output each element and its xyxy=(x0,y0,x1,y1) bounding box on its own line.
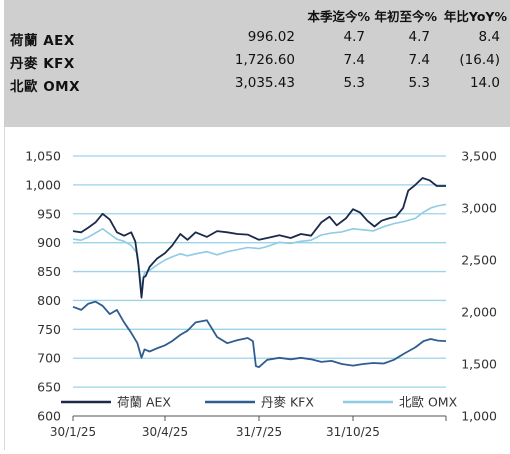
x-tick-label: 30/4/25 xyxy=(142,425,188,439)
index-value: 3,035.43 xyxy=(234,75,295,91)
x-axis: 30/1/25 30/4/25 31/7/25 31/10/25 xyxy=(50,415,447,439)
index-stats-table: 本季迄今% 年初至今% 年比YoY% 荷蘭 AEX 996.02 4.7 4.7… xyxy=(4,0,510,127)
y-left-tick-label: 900 xyxy=(37,235,61,250)
table-row: 荷蘭 AEX 996.02 4.7 4.7 8.4 xyxy=(4,29,510,51)
legend-label: 荷蘭 AEX xyxy=(117,395,171,410)
y-right-tick-label: 3,000 xyxy=(461,201,497,216)
header-qtd: 本季迄今% xyxy=(307,9,370,24)
right-axis-ticks: 3,500 3,000 2,500 2,000 1,500 1,000 xyxy=(461,149,497,424)
header-ytd: 年初至今% xyxy=(374,9,437,24)
index-value: 1,726.60 xyxy=(234,52,295,68)
y-left-tick-label: 700 xyxy=(37,351,61,366)
y-left-tick-label: 750 xyxy=(37,322,61,337)
index-value: 996.02 xyxy=(247,29,295,45)
header-yoy: 年比YoY% xyxy=(443,9,507,24)
line-chart: 1,050 1,000 950 900 850 800 750 700 650 600 3,500… xyxy=(25,149,497,440)
x-tick-label: 30/1/25 xyxy=(50,425,96,439)
y-left-tick-label: 950 xyxy=(37,206,61,221)
table-row: 北歐 OMX 3,035.43 5.3 5.3 14.0 xyxy=(4,75,510,97)
index-qtd: 7.4 xyxy=(343,52,365,68)
index-yoy: 14.0 xyxy=(469,75,500,91)
index-ytd: 4.7 xyxy=(408,29,430,45)
series-line xyxy=(72,300,447,368)
y-right-tick-label: 3,500 xyxy=(461,149,497,164)
index-qtd: 5.3 xyxy=(343,75,365,91)
index-ytd: 5.3 xyxy=(408,75,430,91)
index-name: 荷蘭 AEX xyxy=(10,33,75,49)
x-tick-label: 31/10/25 xyxy=(326,425,380,439)
series-lines xyxy=(72,177,447,368)
y-right-tick-label: 2,500 xyxy=(461,253,497,268)
series-line xyxy=(72,177,446,299)
index-name: 丹麥 KFX xyxy=(10,56,75,72)
y-left-tick-label: 1,050 xyxy=(25,149,61,164)
table-header-row: 本季迄今% 年初至今% 年比YoY% xyxy=(4,6,510,28)
legend-item: 北歐 OMX xyxy=(343,395,458,410)
table-row: 丹麥 KFX 1,726.60 7.4 7.4 (16.4) xyxy=(4,52,510,74)
index-yoy: 8.4 xyxy=(478,29,500,45)
y-right-tick-label: 1,000 xyxy=(461,409,497,424)
legend-label: 丹麥 KFX xyxy=(261,395,314,410)
y-left-tick-label: 1,000 xyxy=(25,177,61,192)
chart-panel: 1,050 1,000 950 900 850 800 750 700 650 600 3,500… xyxy=(4,127,510,450)
legend-item: 丹麥 KFX xyxy=(205,395,314,410)
index-name: 北歐 OMX xyxy=(10,79,81,95)
y-right-tick-label: 1,500 xyxy=(461,357,497,372)
legend-label: 北歐 OMX xyxy=(399,395,458,410)
y-right-tick-label: 2,000 xyxy=(461,305,497,320)
y-left-tick-label: 650 xyxy=(37,380,61,395)
index-yoy: (16.4) xyxy=(459,52,500,68)
chart-legend: 荷蘭 AEX 丹麥 KFX 北歐 OMX xyxy=(61,395,458,410)
gridlines xyxy=(73,155,446,388)
y-left-tick-label: 600 xyxy=(37,409,61,424)
y-left-tick-label: 850 xyxy=(37,264,61,279)
index-ytd: 7.4 xyxy=(408,52,430,68)
index-qtd: 4.7 xyxy=(343,29,365,45)
x-tick-label: 31/7/25 xyxy=(236,425,282,439)
series-line xyxy=(72,203,447,289)
y-left-tick-label: 800 xyxy=(37,293,61,308)
legend-item: 荷蘭 AEX xyxy=(61,395,171,410)
left-axis-ticks: 1,050 1,000 950 900 850 800 750 700 650 600 xyxy=(25,149,61,424)
